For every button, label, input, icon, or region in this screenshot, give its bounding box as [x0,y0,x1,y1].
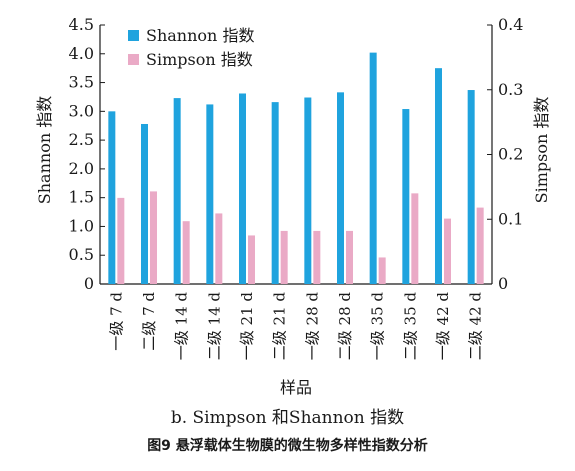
category-label: 一级 28 d [303,292,321,361]
simpson-bar [150,191,157,284]
simpson-bar [476,207,484,284]
left-tick-label: 4.5 [69,15,94,34]
shannon-bar [304,97,312,285]
right-y-axis: 0 0.1 0.2 0.3 0.4 [487,15,523,293]
left-tick-label: 1.5 [69,188,94,207]
left-tick-label: 1.0 [69,216,94,235]
category-label: 一级 21 d [238,292,256,361]
shannon-bar [173,98,181,285]
legend-swatch [128,54,139,65]
category-label: 一级 35 d [369,292,387,361]
right-tick-label: 0.2 [498,145,523,164]
legend: Shannon 指数 Simpson 指数 [128,26,254,69]
chart-svg: 00.51.01.52.02.53.03.54.04.5 00.10.20.30… [35,15,551,397]
legend-swatch [128,30,139,41]
right-tick-label: 0.4 [498,15,523,34]
legend-label: Simpson 指数 [146,50,253,69]
left-tick-label: 3.0 [69,101,94,120]
figure-caption: 图9 悬浮载体生物膜的微生物多样性指数分析 [147,438,428,454]
simpson-bar [378,257,386,284]
shannon-bar [369,52,377,285]
shannon-bar [141,123,148,285]
left-axis-title: Shannon 指数 [35,96,54,204]
category-label: 二级 14 d [205,292,223,361]
shannon-bar [337,92,344,284]
category-label: 二级 35 d [401,292,419,361]
category-label: 一级 42 d [434,292,452,361]
category-labels: 一级 7 d 二级 7 d 一级 14 d 二级 14 d 一级 21 d 二级 21 d… [107,292,484,361]
legend-label: Shannon 指数 [146,26,254,45]
category-label: 一级 7 d [107,292,125,351]
left-tick-label: 0.5 [69,245,94,264]
simpson-bar [280,230,288,284]
right-tick-label: 0.3 [498,80,523,99]
shannon-bar [402,109,410,284]
simpson-bar [313,230,321,284]
simpson-bar [248,235,255,284]
simpson-bar [215,213,223,284]
simpson-bar [182,221,190,284]
category-label: 二级 28 d [336,292,354,361]
simpson-bar [444,218,451,284]
simpson-bar [117,197,125,284]
sub-caption: b. Simpson 和Shannon 指数 [170,408,405,428]
left-y-axis: 0 0.5 1.0 1.5 2.0 2.5 3.0 3.5 4.0 4.5 [69,15,105,293]
left-tick-label: 4.0 [69,44,94,63]
shannon-bar [467,90,475,284]
left-tick-label: 3.5 [69,73,94,92]
shannon-bar [271,102,279,284]
shannon-bar [206,104,214,284]
x-axis-title: 样品 [280,378,312,397]
category-label: 一级 14 d [173,292,191,361]
category-label: 二级 42 d [467,292,485,361]
right-tick-label: 0 [498,274,508,293]
shannon-bar [435,68,442,285]
left-tick-label: 2.0 [69,159,94,178]
bars-group [108,52,484,285]
category-label: 二级 7 d [140,292,158,351]
left-tick-label: 0 [84,274,94,293]
left-tick-label: 2.5 [69,130,94,149]
category-label: 二级 21 d [271,292,289,361]
shannon-bar [108,111,116,284]
simpson-bar [346,230,353,284]
right-tick-label: 0.1 [498,209,523,228]
right-axis-title: Simpson 指数 [532,97,551,204]
shannon-bar [239,93,246,284]
simpson-bar [411,193,419,284]
